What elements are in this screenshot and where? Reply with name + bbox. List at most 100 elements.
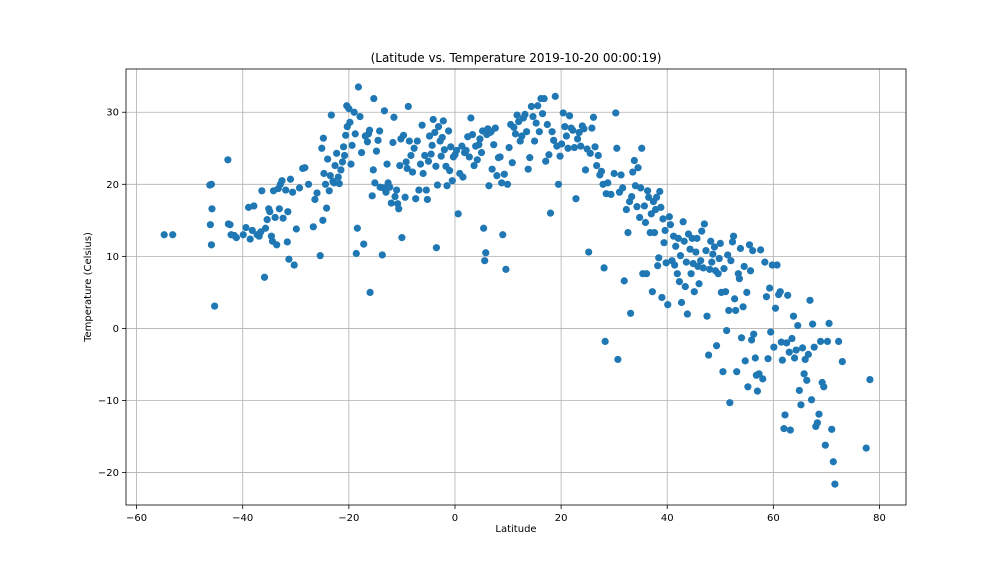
scatter-point (481, 257, 489, 265)
scatter-point (693, 234, 701, 242)
scatter-point (311, 195, 319, 204)
scatter-point (798, 344, 807, 352)
scatter-point (348, 141, 356, 149)
scatter-point (637, 184, 645, 192)
scatter-point (263, 216, 271, 224)
scatter-point (402, 158, 410, 166)
scatter-point (573, 135, 582, 143)
scatter-point (326, 172, 334, 180)
scatter-point (630, 156, 638, 165)
scatter-point (543, 120, 551, 129)
scatter-point (429, 115, 437, 124)
scatter-point (554, 180, 563, 188)
scatter-point (728, 238, 737, 246)
scatter-point (462, 146, 470, 155)
scatter-point (319, 216, 327, 224)
x-tick-label: 80 (873, 513, 886, 524)
scatter-point (534, 102, 542, 110)
y-axis-ticks: −20 −10 0 10 20 30 (98, 108, 126, 479)
scatter-point (401, 193, 409, 201)
scatter-point (820, 383, 828, 391)
scatter-point (767, 328, 775, 336)
scatter-point (301, 164, 309, 172)
scatter-point (324, 155, 332, 163)
scatter-point (780, 425, 788, 433)
scatter-point (443, 182, 451, 190)
scatter-point (648, 288, 656, 296)
scatter-point (803, 376, 811, 384)
scatter-point (720, 265, 728, 273)
x-axis-label: Latitude (495, 524, 536, 535)
scatter-point (465, 153, 473, 161)
scatter-point (676, 252, 685, 260)
scatter-point (503, 180, 512, 188)
scatter-point (476, 135, 484, 143)
scatter-point (266, 208, 274, 216)
scatter-point (784, 291, 792, 299)
scatter-point (656, 187, 664, 196)
scatter-point (643, 187, 652, 195)
scatter-point (591, 143, 599, 151)
scatter-point (357, 148, 366, 157)
scatter-point (347, 160, 355, 168)
scatter-point (334, 173, 342, 181)
scatter-point (360, 240, 368, 248)
scatter-point (675, 277, 684, 286)
scatter-point (485, 182, 493, 190)
scatter-point (363, 138, 372, 146)
scatter-point (403, 164, 411, 173)
scatter-point (480, 224, 488, 232)
scatter-point (790, 354, 799, 362)
scatter-point (496, 153, 504, 161)
scatter-point (491, 124, 499, 132)
scatter-point (498, 179, 506, 187)
scatter-point (248, 226, 256, 235)
scatter-point (446, 167, 454, 175)
scatter-point (764, 355, 772, 363)
scatter-point (427, 150, 435, 158)
scatter-point (322, 204, 331, 212)
scatter-point (695, 280, 703, 288)
scatter-point (659, 215, 667, 223)
scatter-point (371, 179, 379, 187)
scatter-point (640, 202, 649, 210)
scatter-point (708, 258, 716, 266)
scatter-point (226, 221, 234, 229)
scatter-point (724, 251, 732, 259)
scatter-point (703, 312, 711, 320)
scatter-point (556, 152, 564, 160)
scatter-point (346, 118, 354, 126)
scatter-point (208, 205, 216, 213)
scatter-point (743, 288, 751, 297)
x-tick-label: 20 (555, 513, 568, 524)
scatter-point (398, 234, 406, 242)
scatter-point (862, 444, 870, 452)
scatter-point (561, 123, 569, 131)
scatter-point (407, 151, 415, 160)
scatter-point (548, 128, 556, 136)
scatter-point (386, 183, 394, 191)
scatter-point (687, 270, 695, 278)
scatter-point (432, 162, 440, 170)
scatter-point (565, 112, 574, 120)
scatter-point (425, 132, 434, 140)
scatter-point (242, 223, 250, 232)
scatter-point (733, 368, 741, 376)
scatter-point (338, 158, 347, 166)
scatter-point (629, 168, 637, 176)
scatter-point (527, 102, 535, 111)
scatter-point (211, 302, 219, 310)
scatter-point (389, 138, 397, 147)
scatter-point (545, 151, 553, 159)
scatter-point (677, 298, 686, 307)
y-tick-label: −20 (98, 468, 119, 479)
data-points (160, 83, 874, 488)
scatter-point (716, 239, 724, 247)
scatter-point (702, 247, 710, 255)
scatter-point (295, 184, 304, 192)
scatter-point (674, 234, 682, 242)
scatter-point (422, 186, 430, 194)
scatter-point (387, 199, 395, 207)
scatter-point (751, 354, 759, 362)
scatter-point (454, 210, 462, 218)
